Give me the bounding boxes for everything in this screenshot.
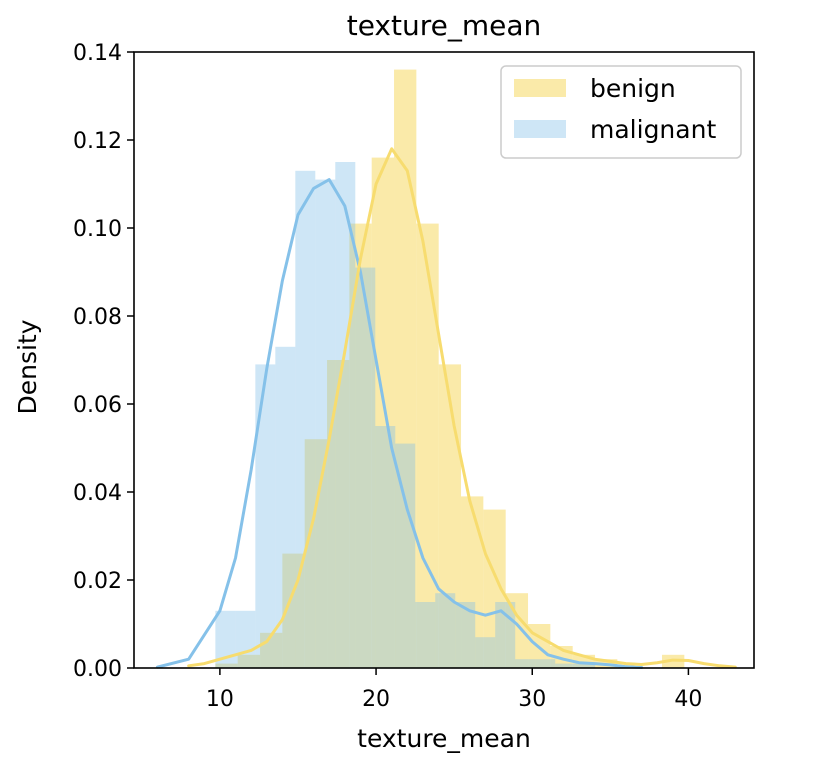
histogram-bar-malignant bbox=[215, 610, 236, 668]
x-tick-label: 30 bbox=[518, 687, 546, 712]
y-tick-label: 0.00 bbox=[73, 657, 122, 682]
histogram-bar-malignant bbox=[455, 602, 476, 668]
histogram-bar-benign bbox=[327, 360, 350, 668]
kde-line-malignant bbox=[155, 178, 644, 670]
histogram-bar-benign bbox=[371, 157, 395, 668]
histogram-bar-malignant bbox=[415, 602, 436, 668]
histogram-bar-malignant bbox=[315, 179, 336, 668]
legend-label-benign: benign bbox=[590, 74, 676, 103]
plot-area bbox=[155, 69, 737, 670]
y-axis-label: Density bbox=[13, 319, 42, 414]
histogram-bar-malignant bbox=[555, 663, 576, 668]
legend-swatch-benign bbox=[514, 79, 566, 97]
histogram-bar-malignant bbox=[255, 364, 276, 668]
histogram-bar-malignant bbox=[535, 659, 556, 668]
x-tick-label: 10 bbox=[206, 687, 234, 712]
x-tick-label: 20 bbox=[362, 687, 390, 712]
histogram-bar-benign bbox=[505, 593, 529, 668]
histogram-bar-malignant bbox=[295, 170, 316, 669]
histogram-bar-malignant bbox=[275, 346, 296, 668]
x-axis-label: texture_mean bbox=[357, 724, 531, 753]
legend-label-malignant: malignant bbox=[590, 115, 716, 144]
histogram-bar-malignant bbox=[515, 659, 536, 668]
histogram-bar-benign bbox=[483, 509, 506, 668]
legend: benign malignant bbox=[500, 65, 742, 159]
histogram-bar-benign bbox=[304, 439, 328, 668]
histogram-bar-malignant bbox=[575, 663, 596, 668]
y-tick-label: 0.06 bbox=[73, 393, 122, 418]
legend-swatch-malignant bbox=[514, 120, 566, 138]
histogram-bar-malignant bbox=[235, 610, 256, 668]
axes-frame bbox=[133, 51, 755, 669]
x-tick-label: 40 bbox=[674, 687, 702, 712]
histogram-bar-benign bbox=[237, 654, 261, 668]
histogram-bar-malignant bbox=[335, 162, 356, 668]
y-tick-label: 0.04 bbox=[73, 481, 122, 506]
histogram-bar-malignant bbox=[475, 637, 496, 668]
histogram-bar-malignant bbox=[395, 443, 416, 668]
y-tick-label: 0.08 bbox=[73, 305, 122, 330]
histogram-bar-benign bbox=[282, 553, 305, 668]
kde-line-benign bbox=[187, 147, 737, 669]
chart-title: texture_mean bbox=[347, 9, 542, 42]
y-tick-label: 0.02 bbox=[73, 569, 122, 594]
histogram-bar-benign bbox=[349, 223, 372, 668]
axes: 10 20 30 40 0.00 0.02 0.04 0.06 0.08 0.10 0.12 0.14 bbox=[73, 41, 755, 712]
histogram-bar-malignant bbox=[435, 593, 456, 668]
y-tick-label: 0.12 bbox=[73, 129, 122, 154]
histogram-bar-benign bbox=[461, 496, 484, 668]
y-tick-label: 0.10 bbox=[73, 217, 122, 242]
histogram-bar-benign bbox=[215, 663, 238, 668]
histogram-bar-malignant bbox=[375, 426, 396, 668]
histogram-bar-malignant bbox=[355, 267, 376, 668]
y-tick-label: 0.14 bbox=[73, 41, 122, 66]
